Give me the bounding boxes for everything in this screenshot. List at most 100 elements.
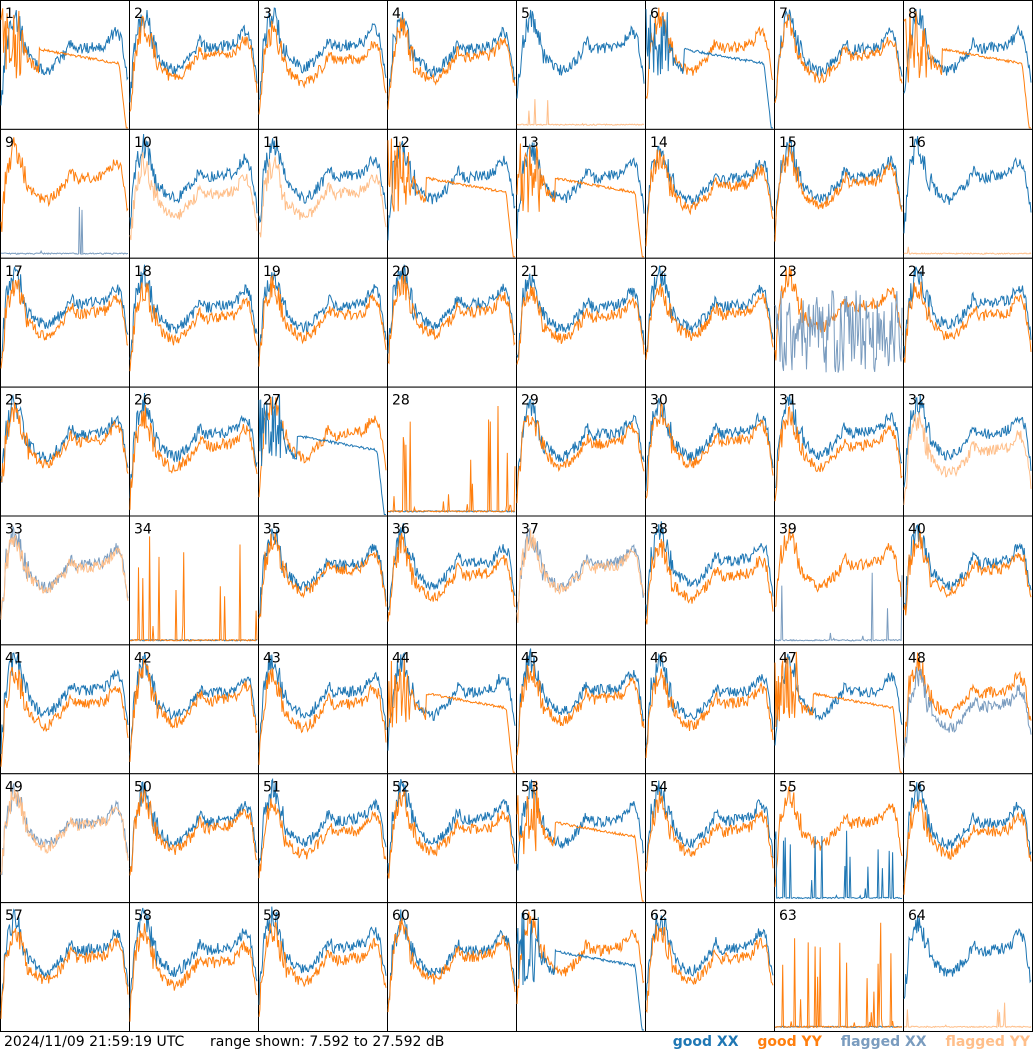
panel-frame: [258, 773, 388, 904]
panel-32: 32: [903, 386, 1033, 517]
panel-5: 5: [516, 0, 646, 130]
panel-label: 45: [521, 650, 539, 666]
panel-52: 52: [387, 773, 517, 904]
panel-62: 62: [645, 902, 775, 1032]
panel-25: 25: [0, 386, 130, 517]
panel-37: 37: [516, 515, 646, 646]
panel-label: 18: [134, 264, 152, 280]
panel-frame: [903, 0, 1033, 130]
panel-label: 52: [392, 779, 410, 795]
panel-46: 46: [645, 644, 775, 775]
panel-24: 24: [903, 257, 1033, 388]
panel-label: 29: [521, 393, 539, 409]
panel-label: 42: [134, 650, 152, 666]
series-good-xx: [387, 651, 516, 751]
series-good-yy: [129, 536, 258, 643]
panel-frame: [387, 0, 517, 130]
panel-40: 40: [903, 515, 1033, 646]
series-good-yy: [258, 921, 387, 1017]
panel-23: 23: [774, 257, 904, 388]
panel-label: 37: [521, 522, 539, 538]
panel-3: 3: [258, 0, 388, 130]
panel-label: 16: [908, 135, 926, 151]
series-good-yy: [129, 787, 258, 876]
panel-frame: [645, 644, 775, 775]
panel-42: 42: [129, 644, 259, 775]
panel-label: 26: [134, 393, 152, 409]
series-good-xx: [387, 11, 516, 101]
panel-frame: [258, 902, 388, 1032]
panel-frame: [258, 128, 388, 259]
panel-14: 14: [645, 128, 775, 259]
panel-frame: [516, 773, 646, 904]
panel-4: 4: [387, 0, 517, 130]
panel-label: 33: [5, 522, 23, 538]
panel-30: 30: [645, 386, 775, 517]
panel-64: 64: [903, 902, 1033, 1032]
panel-label: 12: [392, 135, 410, 151]
legend-good-yy: good YY: [757, 1034, 822, 1050]
series-good-xx: [516, 9, 645, 99]
series-good-yy: [258, 798, 387, 879]
panel-label: 31: [779, 393, 797, 409]
panel-frame: [903, 773, 1033, 904]
legend-flagged-yy: flagged YY: [945, 1034, 1030, 1050]
panel-label: 43: [263, 650, 281, 666]
series-good-xx: [516, 912, 644, 1031]
series-good-yy: [258, 275, 387, 367]
panel-label: 53: [521, 779, 539, 795]
series-good-yy: [387, 658, 515, 773]
panel-43: 43: [258, 644, 388, 775]
panel-1: 1: [0, 0, 130, 130]
panel-label: 20: [392, 264, 410, 280]
series-good-yy: [516, 911, 645, 1005]
panel-38: 38: [645, 515, 775, 646]
panel-label: 63: [779, 908, 797, 924]
series-good-yy: [774, 922, 903, 1029]
series-good-yy: [387, 274, 516, 365]
panel-frame: [645, 257, 775, 388]
series-good-xx: [129, 653, 258, 756]
panel-label: 6: [650, 6, 659, 22]
series-good-yy: [903, 8, 1031, 129]
series-good-xx: [774, 830, 903, 900]
series-good-yy: [774, 266, 903, 361]
panel-label: 61: [521, 908, 539, 924]
series-good-xx: [129, 907, 258, 1008]
panel-6: 6: [645, 0, 775, 130]
panel-label: 1: [5, 6, 14, 22]
series-good-yy: [387, 138, 515, 258]
series-good-yy: [774, 784, 903, 887]
panel-label: 50: [134, 779, 152, 795]
panel-label: 17: [5, 264, 23, 280]
panel-26: 26: [129, 386, 259, 517]
panel-9: 9: [0, 128, 130, 259]
panel-12: 12: [387, 128, 517, 259]
series-good-yy: [387, 17, 516, 110]
panel-35: 35: [258, 515, 388, 646]
panel-33: 33: [0, 515, 130, 646]
panel-label: 11: [263, 135, 281, 151]
panel-61: 61: [516, 902, 646, 1032]
panel-label: 34: [134, 522, 152, 538]
panel-57: 57: [0, 902, 130, 1032]
panel-frame: [0, 128, 130, 259]
series-good-xx: [645, 265, 774, 353]
series-good-yy: [516, 143, 644, 258]
panel-34: 34: [129, 515, 259, 646]
series-flagged-yy: [903, 1002, 1032, 1029]
series-flagged-yy: [0, 789, 129, 875]
series-good-xx: [129, 9, 258, 103]
series-good-yy: [645, 538, 774, 625]
panel-frame: [903, 128, 1033, 259]
series-flagged-yy: [0, 535, 129, 620]
panel-label: 36: [392, 522, 410, 538]
panel-28: 28: [387, 386, 517, 517]
series-good-xx: [258, 7, 387, 100]
series-flagged-yy: [516, 530, 645, 623]
series-good-xx: [645, 398, 774, 491]
panel-label: 57: [5, 908, 23, 924]
series-good-xx: [387, 778, 516, 875]
panel-label: 46: [650, 650, 668, 666]
